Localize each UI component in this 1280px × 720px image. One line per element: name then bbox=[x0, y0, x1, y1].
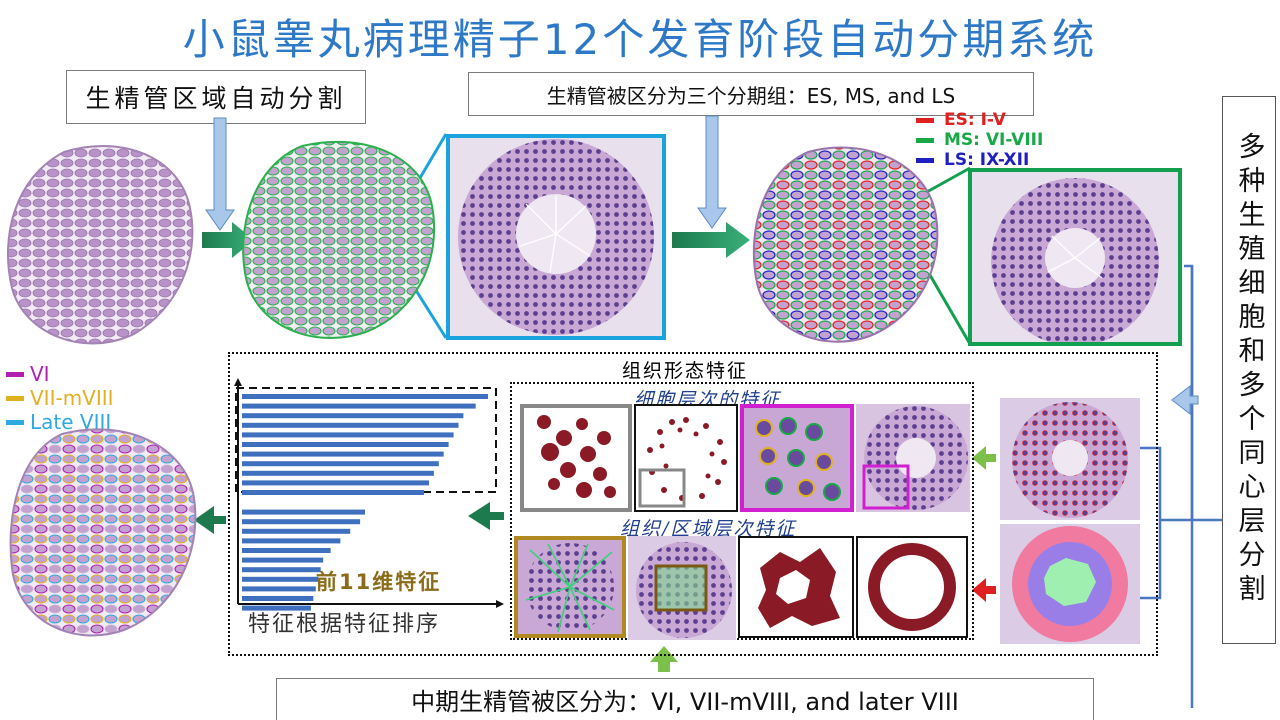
top-features-label: 前11维特征 bbox=[316, 570, 442, 594]
region-flow-tile bbox=[514, 536, 626, 638]
feature-importance-chart bbox=[234, 378, 504, 611]
tubule-zoom-blue bbox=[446, 134, 666, 340]
legend-text: ES: I-V bbox=[944, 110, 1006, 130]
page-title: 小鼠睾丸病理精子12个发育阶段自动分期系统 bbox=[182, 15, 1098, 64]
feature-bar bbox=[242, 442, 449, 447]
feature-bar bbox=[242, 490, 424, 495]
cell-overview-tile bbox=[856, 404, 970, 512]
feature-bar bbox=[242, 422, 459, 428]
region-ring-tile bbox=[856, 536, 968, 638]
feature-bar bbox=[242, 394, 488, 399]
feature-bar bbox=[242, 557, 324, 563]
region-lumen-tile bbox=[738, 536, 854, 638]
testis-section-image bbox=[4, 138, 200, 350]
legend-swatch bbox=[916, 157, 934, 163]
feature-bar bbox=[242, 432, 454, 438]
region-level-label: 组织/区域层次特征 bbox=[620, 518, 797, 540]
feature-bar bbox=[242, 451, 444, 457]
legend-swatch bbox=[6, 371, 24, 377]
side-label-box: 多种生殖细胞和多个同心层分割 bbox=[1222, 96, 1276, 644]
feature-bar bbox=[242, 403, 476, 409]
auto-segmentation-label: 生精管区域自动分割 bbox=[66, 70, 366, 124]
tubule-zoom-green bbox=[968, 168, 1182, 346]
right-arrow-icon bbox=[202, 222, 750, 258]
feature-bar bbox=[242, 548, 331, 553]
down-arrow-icon bbox=[205, 115, 727, 231]
legend-item-ms: MS: VI-VIII bbox=[916, 130, 1043, 150]
legend-swatch bbox=[916, 117, 934, 123]
feature-extraction-container bbox=[228, 352, 1158, 656]
feature-bar bbox=[242, 509, 365, 515]
feature-bar bbox=[242, 413, 464, 419]
region-center-tile bbox=[628, 536, 736, 640]
y-axis-arrow-icon bbox=[234, 378, 242, 386]
concentric-layer-image bbox=[1000, 524, 1140, 644]
feature-bar bbox=[242, 586, 316, 592]
feature-bar bbox=[242, 567, 321, 573]
tissue-feature-label: 组织形态特征 bbox=[622, 360, 749, 382]
legend-swatch bbox=[6, 419, 24, 425]
legend-text: VI bbox=[30, 362, 50, 386]
feature-bar bbox=[242, 528, 351, 534]
x-axis-arrow-icon bbox=[496, 600, 504, 608]
left-arrow-icon bbox=[194, 502, 504, 534]
legend-item-es: ES: I-V bbox=[916, 110, 1043, 130]
final-section-image bbox=[6, 424, 202, 644]
sort-label: 特征根据特征排序 bbox=[248, 612, 441, 637]
mid-stage-output-label: 中期生精管被区分为：VI, VII-mVIII, and later VIII bbox=[276, 678, 1094, 720]
tissue-feature-container bbox=[510, 382, 974, 640]
feature-bar bbox=[242, 538, 341, 544]
feature-bar bbox=[242, 461, 439, 467]
feature-bar bbox=[242, 605, 311, 611]
feature-bar bbox=[242, 470, 434, 476]
cell-nuclei-tile bbox=[520, 404, 632, 512]
legend-item-ls: LS: IX-XII bbox=[916, 150, 1043, 170]
cell-type-tile bbox=[740, 404, 854, 512]
cell-ring-tile bbox=[634, 404, 738, 512]
legend-text: VII-mVIII bbox=[30, 386, 114, 410]
legend-swatch bbox=[6, 395, 24, 401]
feature-bar bbox=[242, 480, 429, 486]
legend-swatch bbox=[916, 137, 934, 143]
side-label: 多种生殖细胞和多个同心层分割 bbox=[1233, 132, 1265, 608]
classified-section-image bbox=[748, 140, 944, 346]
legend-item-vii: VII-mVIII bbox=[6, 386, 114, 410]
three-group-label: 生精管被区分为三个分期组：ES, MS, and LS bbox=[468, 72, 1034, 116]
bars-group bbox=[242, 394, 488, 611]
stage-group-legend: ES: I-V MS: VI-VIII LS: IX-XII bbox=[916, 110, 1043, 170]
feature-bar bbox=[242, 596, 314, 601]
feature-bar bbox=[242, 519, 361, 525]
legend-item-vi: VI bbox=[6, 362, 114, 386]
segmented-section-image bbox=[238, 136, 440, 342]
germ-cell-seg-image bbox=[1000, 398, 1140, 520]
legend-text: LS: IX-XII bbox=[944, 150, 1030, 170]
legend-text: MS: VI-VIII bbox=[944, 130, 1044, 150]
feature-bar bbox=[242, 576, 319, 582]
